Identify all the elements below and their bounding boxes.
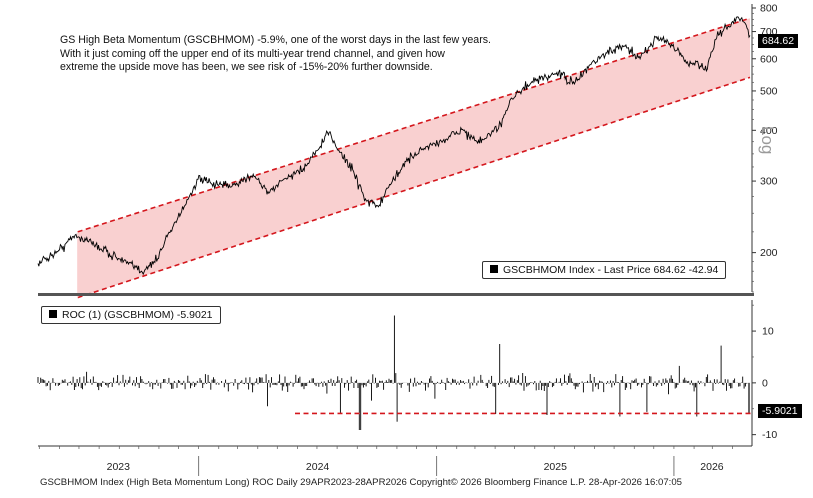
price-y-tick-label: 200 <box>760 247 778 259</box>
roc-legend-label: ROC (1) (GSCBHMOM) -5.9021 <box>62 309 213 321</box>
roc-y-tick-label: 0 <box>762 377 768 389</box>
y-axis-scale-label: Log <box>758 126 777 155</box>
price-y-tick-label: 300 <box>760 176 778 188</box>
price-y-tick-label: 500 <box>760 85 778 97</box>
legend-swatch <box>490 265 498 273</box>
annotation-text: GS High Beta Momentum (GSCBHMOM) -5.9%, … <box>60 34 580 75</box>
price-legend-label: GSCBHMOM Index - Last Price 684.62 -42.9… <box>503 264 719 276</box>
x-tick-label: 2024 <box>306 461 330 473</box>
x-tick-label: 2025 <box>544 461 568 473</box>
trend-channel-upper <box>77 17 751 233</box>
price-panel <box>37 16 751 299</box>
panel-separator <box>38 293 754 296</box>
roc-y-tick-label: 10 <box>762 326 774 338</box>
price-legend: GSCBHMOM Index - Last Price 684.62 -42.9… <box>482 261 727 279</box>
last-price-tag: 684.62 <box>758 34 799 48</box>
price-series-line <box>37 16 751 276</box>
annotation-line-2: With it just coming off the upper end of… <box>60 47 445 60</box>
trend-channel-lower <box>77 76 751 299</box>
annotation-line-1: GS High Beta Momentum (GSCBHMOM) -5.9%, … <box>60 34 491 46</box>
roc-panel <box>37 315 752 430</box>
price-y-tick-label: 400 <box>760 125 778 137</box>
last-roc-tag: -5.9021 <box>758 404 802 418</box>
x-tick-label: 2023 <box>107 461 131 473</box>
roc-y-tick-label: -10 <box>762 429 777 441</box>
price-y-tick-label: 600 <box>760 53 778 65</box>
chart-footer: GSCBHMOM Index (High Beta Momentum Long)… <box>40 477 683 488</box>
price-y-tick-label: 800 <box>760 3 778 15</box>
x-tick-label: 2026 <box>700 461 724 473</box>
legend-swatch <box>49 310 57 318</box>
roc-legend: ROC (1) (GSCBHMOM) -5.9021 <box>41 306 221 324</box>
annotation-line-3: extreme the upside move has been, we see… <box>60 61 433 74</box>
